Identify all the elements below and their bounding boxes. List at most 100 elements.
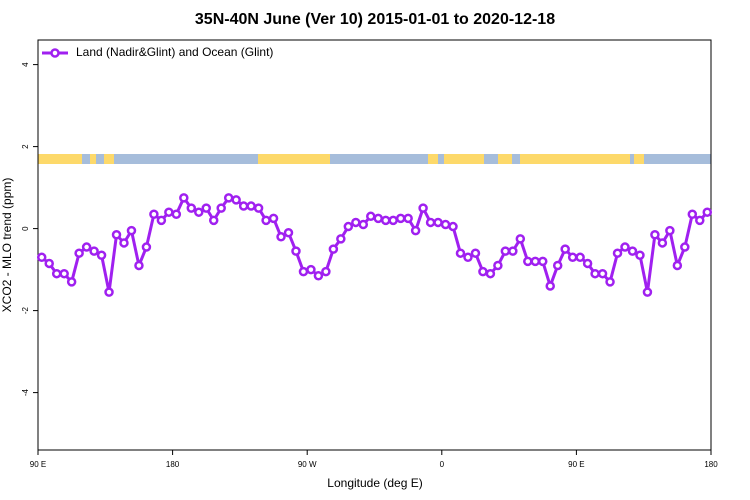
data-point	[238, 201, 249, 211]
data-point	[695, 215, 705, 226]
data-point	[283, 227, 294, 238]
data-point	[223, 193, 234, 203]
data-point	[515, 234, 526, 244]
data-point	[306, 264, 316, 275]
data-point	[590, 268, 600, 279]
data-point	[672, 260, 683, 271]
data-point	[650, 230, 660, 240]
x-tick-label: 180	[704, 460, 718, 469]
data-point	[523, 256, 533, 267]
y-tick-label: -2	[21, 306, 30, 314]
data-point	[51, 268, 62, 279]
data-point	[545, 281, 555, 291]
data-point	[89, 246, 99, 256]
data-point	[485, 268, 496, 279]
data-point	[530, 256, 541, 267]
data-point	[298, 266, 309, 277]
data-point	[575, 252, 585, 263]
data-point	[276, 232, 286, 242]
data-point	[291, 246, 301, 256]
plot-frame	[37, 39, 712, 451]
data-point	[418, 203, 428, 213]
data-point	[508, 246, 518, 256]
data-point	[395, 213, 406, 224]
data-point	[141, 242, 152, 252]
data-point	[186, 203, 197, 213]
data-point	[560, 244, 570, 254]
y-tick-label: -4	[21, 388, 30, 396]
data-point	[336, 234, 346, 244]
data-point	[313, 271, 324, 281]
data-point	[388, 215, 398, 226]
data-point	[538, 256, 548, 267]
data-point	[665, 225, 675, 236]
data-point	[134, 260, 144, 271]
data-point	[410, 225, 421, 236]
data-point	[463, 252, 473, 263]
data-point	[612, 248, 623, 258]
data-point	[171, 209, 182, 219]
data-point	[208, 215, 219, 226]
x-tick-label: 0	[440, 460, 445, 469]
data-point	[455, 248, 466, 258]
data-point	[96, 250, 107, 260]
data-point	[403, 213, 413, 224]
data-point	[126, 225, 137, 236]
legend-label: Land (Nadir&Glint) and Ocean (Glint)	[76, 45, 273, 59]
data-point	[149, 209, 159, 219]
data-point	[216, 203, 226, 213]
data-point	[433, 217, 443, 228]
data-point	[201, 203, 211, 213]
data-point	[425, 217, 436, 228]
data-point	[156, 215, 167, 226]
data-point	[597, 268, 608, 279]
data-point	[328, 244, 339, 254]
data-point	[493, 260, 503, 271]
data-point	[321, 266, 331, 277]
data-point	[111, 230, 122, 240]
data-point	[680, 242, 690, 252]
x-axis-label: Longitude (deg E)	[327, 476, 422, 490]
data-point	[74, 248, 84, 258]
y-axis-label: XCO2 - MLO trend (ppm)	[0, 178, 14, 313]
data-point	[36, 252, 47, 263]
data-point	[582, 258, 593, 269]
data-point	[642, 287, 653, 297]
data-point	[358, 219, 369, 230]
data-point	[500, 246, 511, 256]
data-point	[351, 217, 361, 228]
x-tick-label: 180	[166, 460, 180, 469]
data-point	[194, 207, 204, 217]
legend-marker	[50, 48, 60, 58]
data-point	[231, 195, 241, 205]
data-point	[246, 201, 256, 211]
data-point	[478, 266, 488, 277]
y-tick-label: 0	[21, 226, 30, 231]
data-point	[164, 207, 174, 217]
y-tick-label: 2	[21, 144, 30, 149]
data-point	[373, 213, 383, 224]
data-point	[440, 219, 451, 230]
y-tick-label: 4	[21, 62, 30, 67]
data-point	[66, 277, 77, 287]
data-point	[104, 287, 114, 297]
x-tick-label: 90 E	[30, 460, 46, 469]
x-tick-label: 90 W	[298, 460, 317, 469]
data-point	[44, 258, 54, 269]
data-point	[268, 213, 279, 224]
x-tick-label: 90 E	[568, 460, 584, 469]
data-point	[687, 209, 698, 219]
data-point	[448, 221, 458, 232]
data-point	[620, 242, 630, 252]
data-point	[179, 193, 189, 203]
data-point	[119, 238, 129, 248]
data-point	[635, 250, 645, 260]
data-point	[261, 215, 271, 226]
chart-title: 35N-40N June (Ver 10) 2015-01-01 to 2020…	[195, 11, 555, 28]
data-point	[702, 207, 713, 217]
data-point	[552, 260, 563, 271]
data-point	[343, 221, 354, 232]
data-point	[567, 252, 578, 263]
data-point	[81, 242, 92, 252]
